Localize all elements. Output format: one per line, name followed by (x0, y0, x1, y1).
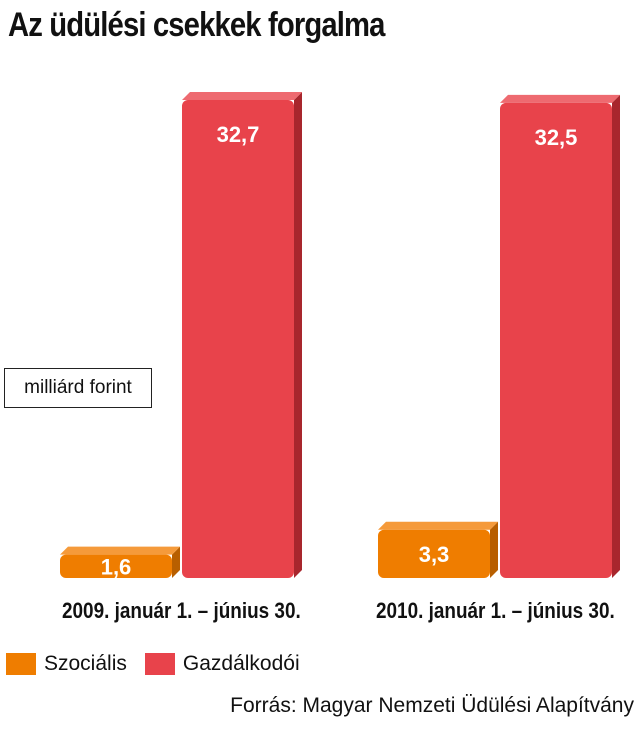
bar-gazdalkodoi-0 (182, 100, 294, 578)
data-label-szocialis-0: 1,6 (101, 554, 132, 579)
bar-szocialis-1 (378, 529, 490, 578)
legend-swatch-szocialis (6, 653, 36, 675)
bar-side-gazdalkodoi-1 (612, 94, 620, 578)
legend-swatch-gazdalkodoi (144, 653, 175, 675)
category-label-2009: 2009. január 1. – június 30. (62, 598, 301, 623)
bar-top-gazdalkodoi-0 (182, 92, 302, 100)
category-label-2010: 2010. január 1. – június 30. (376, 598, 615, 623)
bar-gazdalkodoi-1 (500, 102, 612, 578)
bar-szocialis-0 (60, 554, 172, 578)
legend: Szociális Gazdálkodói (6, 652, 318, 676)
bar-top-szocialis-1 (378, 521, 498, 530)
legend-label-szocialis: Szociális (44, 652, 127, 675)
bar-side-gazdalkodoi-0 (294, 92, 302, 578)
data-label-gazdalkodoi-0: 32,7 (217, 122, 260, 147)
bar-side-szocialis-0 (172, 546, 180, 578)
bar-top-gazdalkodoi-1 (500, 94, 620, 103)
legend-item-gazdalkodoi: Gazdálkodói (144, 652, 300, 676)
bar-side-szocialis-1 (490, 521, 498, 578)
data-label-szocialis-1: 3,3 (419, 542, 450, 567)
data-label-gazdalkodoi-1: 32,5 (535, 125, 578, 150)
source-note: Forrás: Magyar Nemzeti Üdülési Alapítván… (230, 694, 634, 717)
legend-label-gazdalkodoi: Gazdálkodói (182, 652, 300, 675)
bar-top-szocialis-0 (60, 546, 180, 555)
legend-item-szocialis: Szociális (6, 652, 127, 676)
chart-title: Az üdülési csekkek forgalma (8, 6, 385, 44)
unit-label: milliárd forint (4, 368, 152, 408)
